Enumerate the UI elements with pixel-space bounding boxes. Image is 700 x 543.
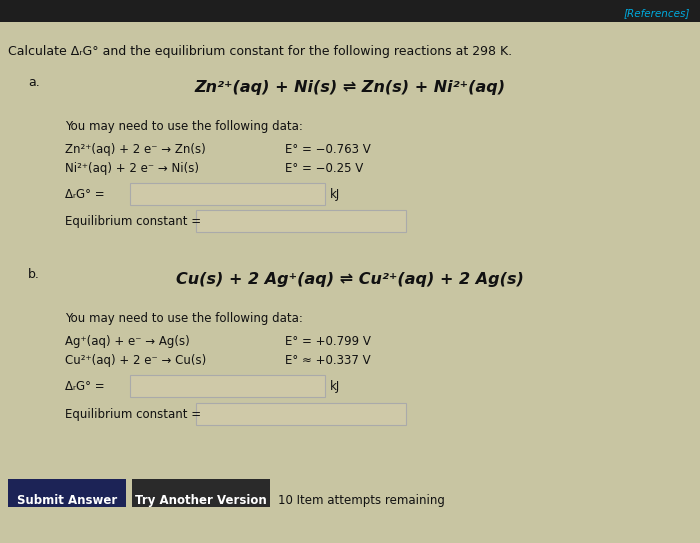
Text: Zn²⁺(aq) + 2 e⁻ → Zn(s): Zn²⁺(aq) + 2 e⁻ → Zn(s) — [65, 143, 206, 156]
Text: E° = −0.763 V: E° = −0.763 V — [285, 143, 371, 156]
Bar — [8, 479, 126, 507]
Text: You may need to use the following data:: You may need to use the following data: — [65, 312, 303, 325]
Text: Equilibrium constant =: Equilibrium constant = — [65, 408, 201, 421]
Text: You may need to use the following data:: You may need to use the following data: — [65, 120, 303, 133]
Text: kJ: kJ — [330, 188, 340, 201]
Text: Equilibrium constant =: Equilibrium constant = — [65, 215, 201, 228]
Text: E° = −0.25 V: E° = −0.25 V — [285, 162, 363, 175]
Text: a.: a. — [28, 76, 40, 89]
Text: ΔᵣG° =: ΔᵣG° = — [65, 380, 104, 393]
Text: Zn²⁺(aq) + Ni(s) ⇌ Zn(s) + Ni²⁺(aq): Zn²⁺(aq) + Ni(s) ⇌ Zn(s) + Ni²⁺(aq) — [195, 80, 505, 95]
Text: Cu(s) + 2 Ag⁺(aq) ⇌ Cu²⁺(aq) + 2 Ag(s): Cu(s) + 2 Ag⁺(aq) ⇌ Cu²⁺(aq) + 2 Ag(s) — [176, 272, 524, 287]
Bar — [130, 375, 325, 397]
Text: Cu²⁺(aq) + 2 e⁻ → Cu(s): Cu²⁺(aq) + 2 e⁻ → Cu(s) — [65, 354, 206, 367]
Bar — [132, 479, 270, 507]
Text: b.: b. — [28, 268, 40, 281]
Text: Ag⁺(aq) + e⁻ → Ag(s): Ag⁺(aq) + e⁻ → Ag(s) — [65, 335, 190, 348]
Text: Submit Answer: Submit Answer — [17, 494, 117, 507]
Text: Try Another Version: Try Another Version — [135, 494, 267, 507]
Text: kJ: kJ — [330, 380, 340, 393]
Bar — [0, 0, 700, 22]
Text: E° = +0.799 V: E° = +0.799 V — [285, 335, 371, 348]
Text: Calculate ΔᵣG° and the equilibrium constant for the following reactions at 298 K: Calculate ΔᵣG° and the equilibrium const… — [8, 45, 512, 58]
Bar — [196, 403, 406, 425]
Bar — [196, 210, 406, 232]
Text: ΔᵣG° =: ΔᵣG° = — [65, 188, 104, 201]
Text: 10 Item attempts remaining: 10 Item attempts remaining — [278, 494, 445, 507]
Text: [References]: [References] — [624, 8, 690, 18]
Text: E° ≈ +0.337 V: E° ≈ +0.337 V — [285, 354, 370, 367]
Text: Ni²⁺(aq) + 2 e⁻ → Ni(s): Ni²⁺(aq) + 2 e⁻ → Ni(s) — [65, 162, 199, 175]
Bar — [130, 183, 325, 205]
